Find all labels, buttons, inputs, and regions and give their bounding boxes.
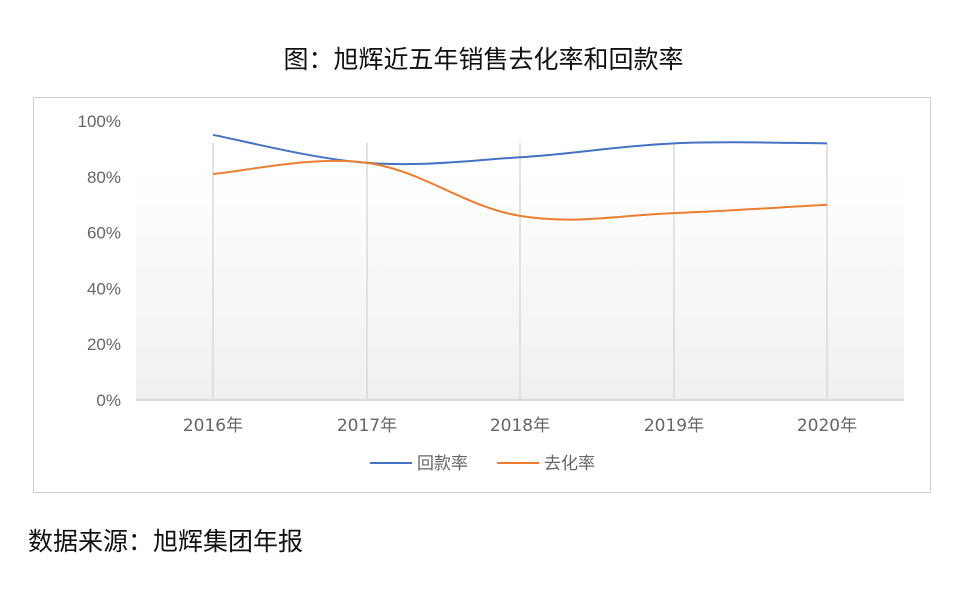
legend-label: 回款率 <box>417 454 468 474</box>
legend-label: 去化率 <box>544 454 595 474</box>
y-tick-label: 60% <box>87 224 121 243</box>
y-tick-label: 80% <box>87 168 121 187</box>
x-tick-label: 2020年 <box>797 416 857 436</box>
legend: 回款率 去化率 <box>370 454 595 474</box>
y-tick-label: 100% <box>78 112 121 131</box>
figure-title: 图：旭辉近五年销售去化率和回款率 <box>283 45 684 74</box>
x-axis: 2016年 2017年 2018年 2019年 2020年 <box>183 416 857 436</box>
x-tick-label: 2016年 <box>183 416 243 436</box>
series-lines <box>212 133 828 221</box>
x-tick-label: 2018年 <box>490 416 550 436</box>
y-tick-label: 40% <box>87 279 121 298</box>
chart-area: 0% 20% 40% 60% 80% 100% 2016年 2017年 2018年 2019年 2… <box>33 97 931 493</box>
data-source-note: 数据来源：旭辉集团年报 <box>28 527 304 556</box>
x-tick-label: 2017年 <box>337 416 397 436</box>
series-line-sell-through-rate <box>212 159 828 221</box>
x-tick-label: 2019年 <box>644 416 704 436</box>
series-line-collection-rate <box>212 133 828 166</box>
y-tick-label: 20% <box>87 335 121 354</box>
gridlines <box>212 143 828 400</box>
y-axis: 0% 20% 40% 60% 80% 100% <box>78 112 121 410</box>
y-tick-label: 0% <box>96 391 121 410</box>
line-chart: 0%20%40%60%80%100% 2016年 2017年 2018年 2019年 2… <box>78 112 904 474</box>
